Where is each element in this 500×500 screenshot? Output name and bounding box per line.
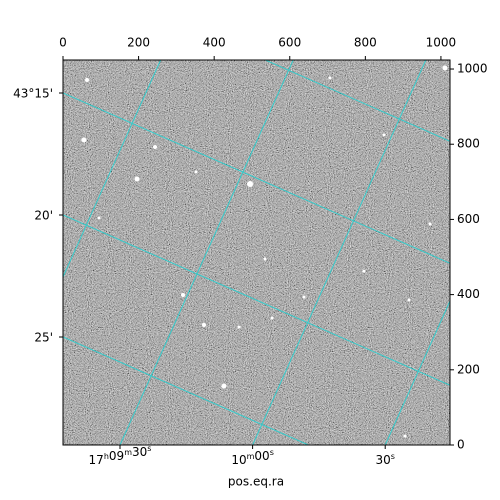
- dec-tick-label: 43°15': [13, 87, 53, 101]
- x-tick-label: 600: [278, 36, 301, 50]
- x-tick-label: 400: [203, 36, 226, 50]
- dec-tick-label: 20': [34, 209, 53, 223]
- dec-grid-line: [63, 214, 450, 386]
- y-tick-label: 0: [457, 438, 465, 452]
- y-tick-label: 200: [457, 362, 480, 376]
- ra-grid-line: [63, 60, 162, 279]
- x-axis-label: pos.eq.ra: [228, 475, 284, 489]
- ra-grid-line: [384, 299, 450, 445]
- x-tick-label: 1000: [426, 36, 457, 50]
- ra-grid-line: [119, 60, 294, 445]
- dec-grid-line: [264, 60, 450, 142]
- stars: [81, 65, 448, 438]
- frame: [62, 59, 451, 446]
- x-tick-label: 200: [127, 36, 150, 50]
- dec-tick-label: 25': [34, 331, 53, 345]
- y-tick-label: 400: [457, 287, 480, 301]
- x-tick-label: 0: [59, 36, 67, 50]
- ra-grid-line: [252, 60, 427, 445]
- ra-tick-label: 17h09m30s: [89, 444, 152, 467]
- x-tick-label: 800: [354, 36, 377, 50]
- y-tick-label: 800: [457, 137, 480, 151]
- y-tick-label: 1000: [457, 62, 488, 76]
- ra-tick-label: 10m00s: [231, 448, 274, 467]
- y-tick-label: 600: [457, 212, 480, 226]
- dec-grid-line: [63, 92, 450, 264]
- dec-grid-line: [63, 336, 310, 445]
- sky-image: [63, 60, 450, 445]
- ra-tick-label: 30s: [375, 452, 394, 467]
